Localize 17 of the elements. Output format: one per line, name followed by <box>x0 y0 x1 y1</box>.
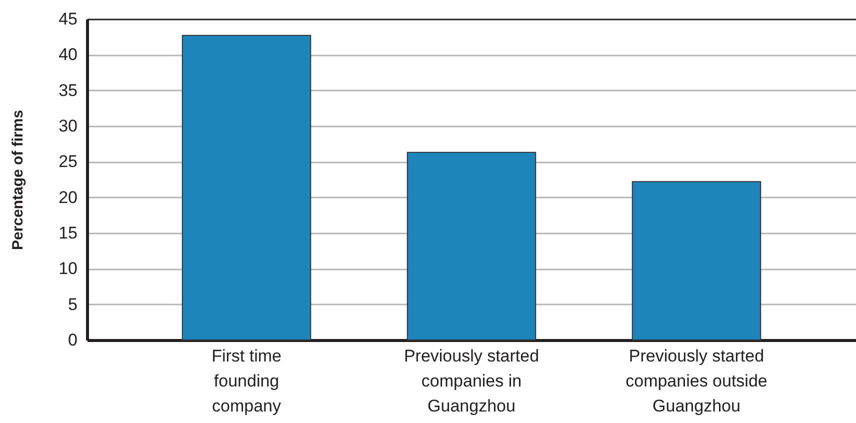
y-tick-label: 10 <box>58 259 78 278</box>
y-axis-title: Percentage of firms <box>10 110 27 250</box>
y-tick-label: 45 <box>58 10 78 28</box>
bar <box>406 152 536 340</box>
y-tick-label: 20 <box>58 188 78 207</box>
x-tick-label: First time founding company <box>212 346 282 416</box>
x-tick-label: Previously started companies outside Guangzhou <box>626 346 768 416</box>
y-tick-label: 35 <box>58 80 78 100</box>
y-tick-label: 15 <box>58 224 78 242</box>
bar <box>182 34 312 340</box>
y-tick-label: 30 <box>58 116 78 136</box>
y-tick-label: 25 <box>58 152 78 172</box>
bar <box>632 181 762 340</box>
y-tick-label: 0 <box>68 330 78 350</box>
y-tick-label: 5 <box>68 294 78 314</box>
x-tick-label: Previously started companies in Guangzhou <box>404 346 540 416</box>
y-tick-label: 40 <box>58 45 78 64</box>
